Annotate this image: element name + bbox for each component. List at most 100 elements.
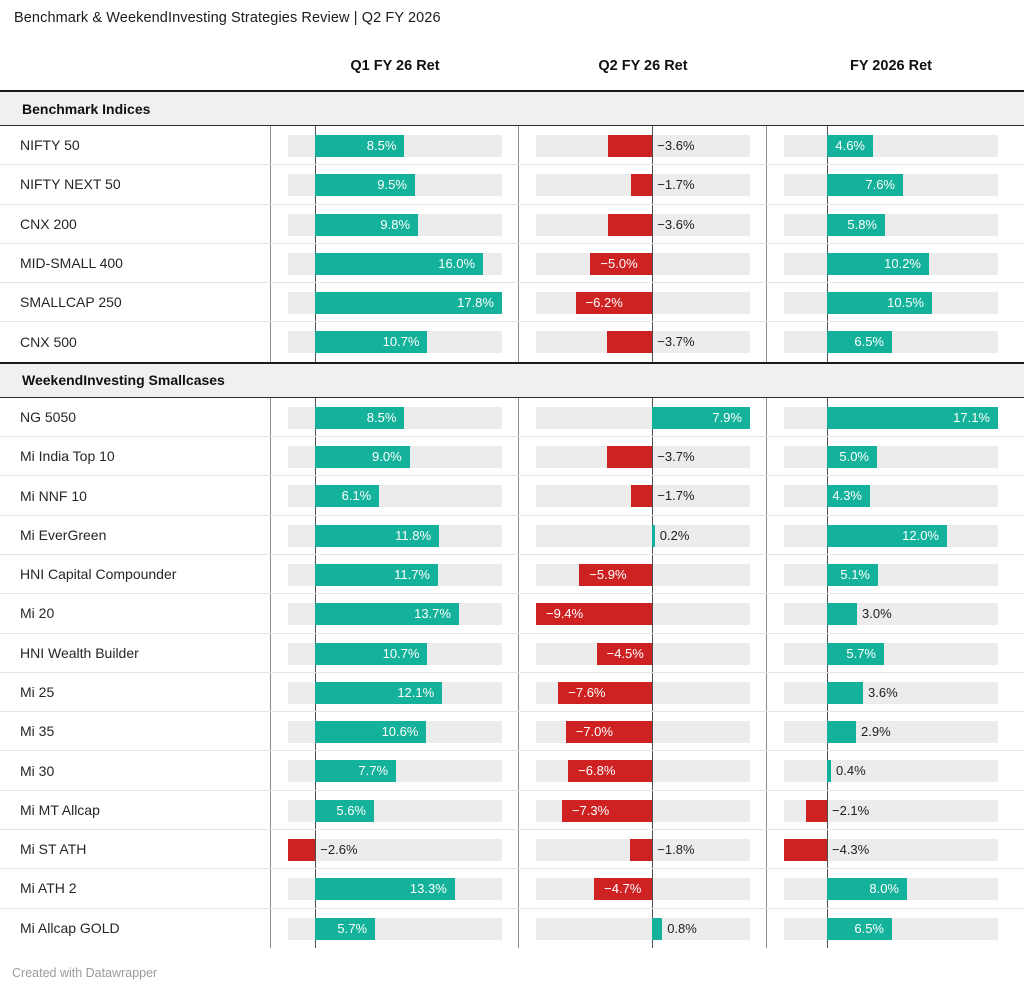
positive-return-bar <box>315 292 502 315</box>
bar-cell: 7.6% <box>766 165 1024 204</box>
bar-cell: −6.8% <box>518 751 766 790</box>
row-label: Mi NNF 10 <box>20 487 87 504</box>
bar-track <box>784 563 998 586</box>
positive-return-bar <box>827 681 863 704</box>
negative-return-bar <box>594 878 653 901</box>
positive-return-bar <box>652 917 663 940</box>
bar-cell: −2.1% <box>766 790 1024 830</box>
column-separator <box>518 476 519 515</box>
zero-axis-line <box>652 751 654 790</box>
positive-return-bar <box>315 760 397 783</box>
column-separator <box>270 830 271 869</box>
column-separator <box>518 437 519 476</box>
column-separator <box>766 672 767 712</box>
bar-value-label: −6.2% <box>585 295 623 311</box>
zero-axis-line <box>652 554 654 594</box>
bar-cell: 10.5% <box>766 283 1024 322</box>
bar-cell: 5.0% <box>766 437 1024 476</box>
bar-value-label: −5.0% <box>600 255 638 271</box>
row-label: HNI Wealth Builder <box>20 644 139 661</box>
bar-value-label: −4.5% <box>606 645 644 661</box>
column-separator <box>270 712 271 751</box>
bar-value-label: −1.7% <box>657 488 695 504</box>
column-separator <box>518 204 519 243</box>
table-row: Mi ATH 2 13.3% −4.7% 8.0% <box>0 869 1024 909</box>
row-label: NIFTY NEXT 50 <box>20 176 121 193</box>
bar-value-label: −5.9% <box>589 566 627 582</box>
bar-value-label: 13.3% <box>409 881 447 897</box>
positive-return-bar <box>827 760 831 783</box>
column-separator <box>766 908 767 948</box>
bar-value-label: 11.7% <box>394 566 430 582</box>
column-separator <box>518 672 519 712</box>
row-label: NG 5050 <box>20 408 77 425</box>
bar-cell: 3.6% <box>766 672 1024 712</box>
bar-cell: 13.7% <box>270 594 518 633</box>
column-separator <box>766 751 767 790</box>
bar-cell: 8.5% <box>270 397 518 437</box>
column-separator <box>518 397 519 437</box>
bar-cell: 5.7% <box>766 633 1024 672</box>
positive-return-bar <box>827 446 877 469</box>
bar-track <box>784 799 998 822</box>
bar-cell: 17.1% <box>766 397 1024 437</box>
row-label: Mi ATH 2 <box>20 880 77 897</box>
column-separator <box>766 554 767 594</box>
row-label: HNI Capital Compounder <box>20 566 177 583</box>
column-separator <box>518 751 519 790</box>
zero-axis-line <box>652 126 654 165</box>
zero-axis-line <box>652 633 654 672</box>
zero-axis-line <box>652 283 654 322</box>
column-separator <box>518 830 519 869</box>
negative-return-bar <box>784 839 827 862</box>
bar-cell: 16.0% <box>270 243 518 283</box>
bar-cell: 6.5% <box>766 908 1024 948</box>
bar-value-label: 10.5% <box>887 295 924 311</box>
column-separator <box>766 397 767 437</box>
bar-cell: −1.7% <box>518 476 766 515</box>
bar-value-label: 2.9% <box>861 724 891 740</box>
bar-value-label: 5.6% <box>336 802 366 818</box>
column-header-q1: Q1 FY 26 Ret <box>350 58 440 74</box>
positive-return-bar <box>315 252 484 275</box>
bar-value-label: 5.8% <box>847 216 877 232</box>
bar-value-label: 8.5% <box>366 409 397 425</box>
negative-return-bar <box>288 839 316 862</box>
positive-return-bar <box>315 563 438 586</box>
positive-return-bar <box>827 135 873 157</box>
positive-return-bar <box>827 174 903 197</box>
column-separator <box>518 126 519 165</box>
negative-return-bar <box>607 135 653 157</box>
bar-track <box>536 917 750 940</box>
bar-value-label: 7.6% <box>865 177 895 193</box>
bar-value-label: 5.7% <box>337 920 368 936</box>
bar-track <box>784 485 998 508</box>
bar-track <box>784 642 998 665</box>
table-row: Mi 20 13.7% −9.4% 3.0% <box>0 594 1024 634</box>
bar-value-label: 0.8% <box>667 920 697 936</box>
bar-cell: 12.0% <box>766 515 1024 554</box>
bar-cell: 5.7% <box>270 908 518 948</box>
column-separator <box>270 751 271 790</box>
row-label: Mi 30 <box>20 762 55 779</box>
column-separator <box>270 476 271 515</box>
column-separator <box>270 515 271 554</box>
bar-value-label: 3.0% <box>862 606 892 622</box>
bar-value-label: 7.7% <box>358 763 389 779</box>
positive-return-bar <box>315 135 405 157</box>
bar-value-label: −1.8% <box>657 842 695 858</box>
table-row: Mi India Top 10 9.0% −3.7% 5.0% <box>0 437 1024 477</box>
bar-cell: 0.8% <box>518 908 766 948</box>
bar-cell: 9.5% <box>270 165 518 204</box>
bar-cell: 5.6% <box>270 790 518 830</box>
bar-cell: 0.4% <box>766 751 1024 790</box>
positive-return-bar <box>315 213 419 236</box>
bar-cell: −7.3% <box>518 790 766 830</box>
datawrapper-credit: Created with Datawrapper <box>12 966 158 980</box>
bar-cell: 11.7% <box>270 554 518 594</box>
zero-axis-line <box>827 790 828 830</box>
table-row: Mi 35 10.6% −7.0% 2.9% <box>0 712 1024 752</box>
bar-value-label: −3.6% <box>657 216 695 232</box>
bar-track <box>536 524 750 547</box>
